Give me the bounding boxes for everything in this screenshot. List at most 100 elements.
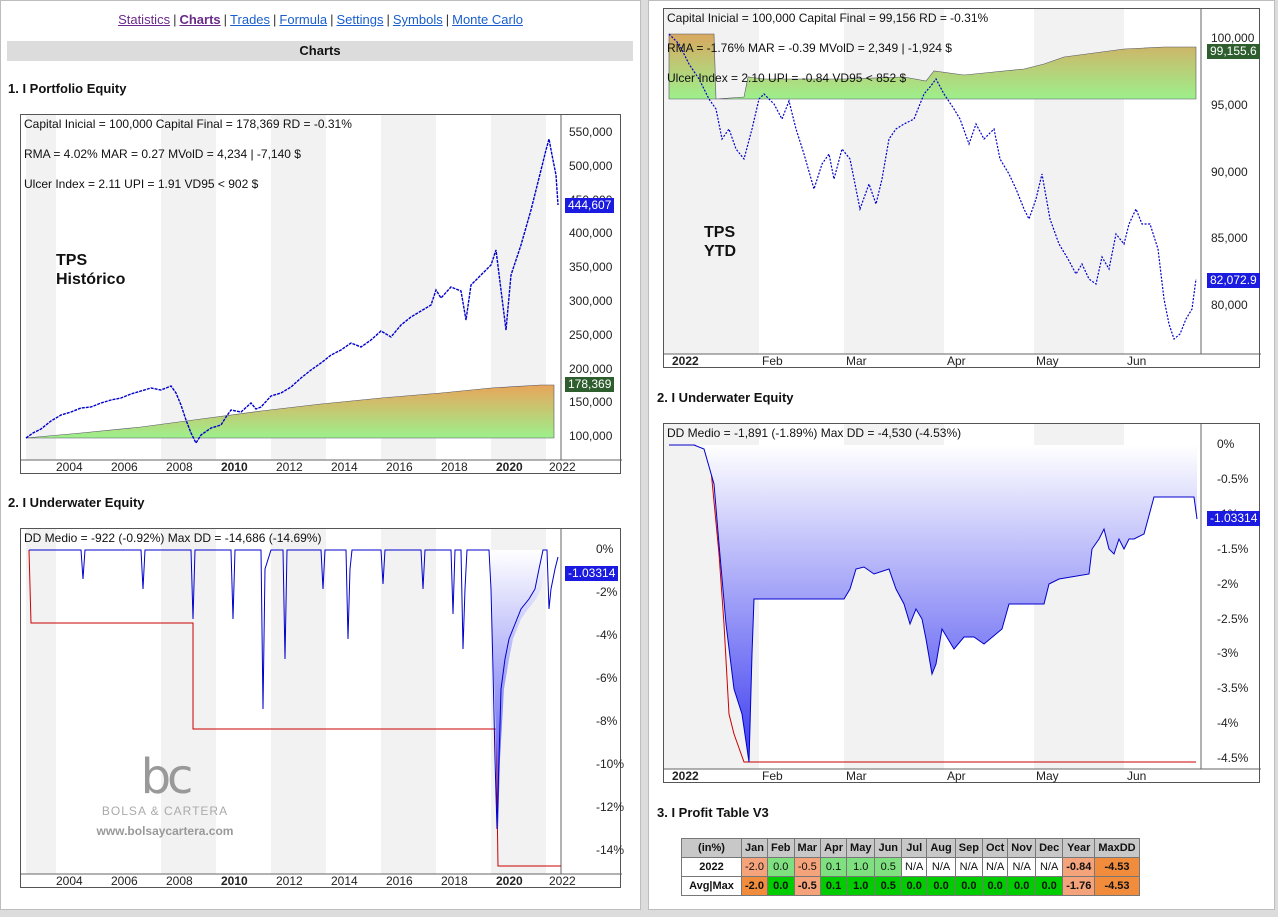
x-tick-label: Jun xyxy=(1127,769,1147,783)
brand-logo: bc xyxy=(140,749,194,805)
underwater-equity-heading-left: 2. I Underwater Equity xyxy=(8,495,145,510)
grid-band xyxy=(381,529,436,874)
profit-table-cell: 0.1 xyxy=(820,857,848,877)
chart-label-tps-ytd: TPS xyxy=(704,224,736,241)
profit-table-cell: N/A xyxy=(901,857,928,877)
nav-monte-carlo[interactable]: Monte Carlo xyxy=(452,12,523,27)
y-tick-label: -2.5% xyxy=(1217,611,1249,626)
x-tick-label: 2022 xyxy=(672,769,699,783)
y-tick-label: 0% xyxy=(596,542,614,556)
x-tick-label: 2004 xyxy=(56,874,83,888)
y-tick-label: -3% xyxy=(1217,646,1239,661)
profit-table-header-cell: MaxDD xyxy=(1094,838,1140,858)
x-tick-label: 2012 xyxy=(276,460,303,474)
nav-trades[interactable]: Trades xyxy=(230,12,271,27)
y-tick-label: -14% xyxy=(596,843,625,857)
profit-table-row: 2022 -2.0 0.0 -0.5 0.1 1.0 0.5 N/A N/A N/A N/A N/A N… xyxy=(681,857,1140,877)
equity-last-value-badge: 444,607 xyxy=(565,198,615,213)
y-tick-label: 100,000 xyxy=(569,429,613,444)
historic-equity-chart[interactable]: Capital Inicial = 100,000 Capital Final … xyxy=(20,114,622,474)
ytd-info-line2: RMA = -1.76% MAR = -0.39 MVolD = 2,349 |… xyxy=(667,41,952,55)
underwater-equity-heading-right: 2. I Underwater Equity xyxy=(657,390,794,405)
nav-separator: | xyxy=(223,12,228,27)
nav-separator: | xyxy=(386,12,390,27)
profit-table-header-cell: Aug xyxy=(926,838,956,858)
profit-table-row-label: Avg|Max xyxy=(681,876,742,896)
y-tick-label: -4% xyxy=(596,628,618,642)
equity-line xyxy=(25,138,559,445)
ytd-equity-chart[interactable]: Capital Inicial = 100,000 Capital Final … xyxy=(663,8,1261,368)
y-tick-label: -4.5% xyxy=(1217,751,1249,766)
portfolio-last-value-badge-ytd: 99,155.6 xyxy=(1207,44,1260,59)
underwater-info: DD Medio = -922 (-0.92%) Max DD = -14,68… xyxy=(24,531,322,545)
profit-table-cell: -0.5 xyxy=(793,876,822,896)
y-tick-label: 80,000 xyxy=(1211,298,1248,313)
y-tick-label: 500,000 xyxy=(569,158,613,173)
y-tick-label: 350,000 xyxy=(569,260,613,275)
x-tick-label: 2008 xyxy=(166,460,193,474)
y-tick-label: -3.5% xyxy=(1217,681,1249,696)
nav-formula[interactable]: Formula xyxy=(279,12,328,27)
profit-table-header-cell: Apr xyxy=(820,838,848,858)
brand-url: www.bolsaycartera.com xyxy=(96,824,234,838)
x-tick-label: 2020 xyxy=(496,460,523,474)
equity-info-line1: Capital Inicial = 100,000 Capital Final … xyxy=(24,117,352,131)
x-tick-label: 2022 xyxy=(549,460,576,474)
y-tick-label: -2% xyxy=(596,585,618,599)
nav-charts[interactable]: Charts xyxy=(179,12,221,27)
nav-symbols[interactable]: Symbols xyxy=(392,12,443,27)
y-tick-label: 400,000 xyxy=(569,226,613,241)
profit-table-header-cell: (in%) xyxy=(681,838,742,858)
x-tick-label: 2014 xyxy=(331,874,358,888)
x-tick-label: Mar xyxy=(846,354,867,368)
chart-label-tps: TPS xyxy=(56,252,88,269)
x-tick-label: Apr xyxy=(947,354,966,368)
y-tick-label: -1.5% xyxy=(1217,541,1249,556)
grid-band xyxy=(271,529,326,874)
equity-info-line2: RMA = 4.02% MAR = 0.27 MVolD = 4,234 | -… xyxy=(24,147,301,161)
y-tick-label: -12% xyxy=(596,800,625,814)
x-tick-label: 2016 xyxy=(386,460,413,474)
max-dd-line xyxy=(28,549,561,867)
y-tick-label: 550,000 xyxy=(569,125,613,139)
ytd-underwater-svg xyxy=(664,424,1261,770)
y-tick-label: 150,000 xyxy=(569,395,613,410)
grid-band xyxy=(161,115,216,460)
historic-equity-svg xyxy=(21,115,622,461)
profit-table-cell: -0.84 xyxy=(1062,857,1096,877)
equity-line-ytd xyxy=(668,33,1197,341)
historic-underwater-svg xyxy=(21,529,622,875)
x-tick-label: 2020 xyxy=(496,874,523,888)
nav-settings[interactable]: Settings xyxy=(336,12,384,27)
y-tick-label: 95,000 xyxy=(1211,97,1248,112)
profit-table-header-cell: Sep xyxy=(954,838,983,858)
profit-table-header-cell: Jul xyxy=(901,838,928,858)
x-tick-label: 2018 xyxy=(441,874,468,888)
x-tick-label: 2016 xyxy=(386,874,413,888)
brand-name: BOLSA & CARTERA xyxy=(101,804,229,818)
profit-table-header-cell: Year xyxy=(1062,838,1096,858)
profit-table-cell: N/A xyxy=(926,857,956,877)
profit-table-cell: 0.0 xyxy=(981,876,1009,896)
chart-label-ytd: YTD xyxy=(704,243,736,260)
historic-underwater-chart[interactable]: DD Medio = -922 (-0.92%) Max DD = -14,68… xyxy=(20,528,625,888)
profit-table-cell: -2.0 xyxy=(741,876,768,896)
profit-table-cell: 0.0 xyxy=(1035,876,1064,896)
profit-table-cell: N/A xyxy=(1007,857,1037,877)
portfolio-area xyxy=(25,384,555,439)
x-tick-label: 2010 xyxy=(221,874,248,888)
ytd-underwater-chart[interactable]: DD Medio = -1,891 (-1.89%) Max DD = -4,5… xyxy=(663,423,1261,783)
y-tick-label: 100,000 xyxy=(1211,31,1255,45)
profit-table-cell: -2.0 xyxy=(741,857,768,877)
x-tick-label: Feb xyxy=(762,769,783,783)
top-nav: Statistics | Charts | Trades | Formula | Setting… xyxy=(0,12,641,27)
x-tick-label: Jun xyxy=(1127,354,1147,368)
nav-statistics[interactable]: Statistics xyxy=(118,12,171,27)
y-tick-label: 200,000 xyxy=(569,361,613,376)
y-tick-label: 0% xyxy=(1217,437,1235,451)
x-tick-label: 2010 xyxy=(221,460,248,474)
y-tick-label: 300,000 xyxy=(569,294,613,308)
profit-table-header-cell: Jan xyxy=(741,838,768,858)
nav-separator: | xyxy=(173,12,177,27)
y-tick-label: 90,000 xyxy=(1211,164,1248,179)
